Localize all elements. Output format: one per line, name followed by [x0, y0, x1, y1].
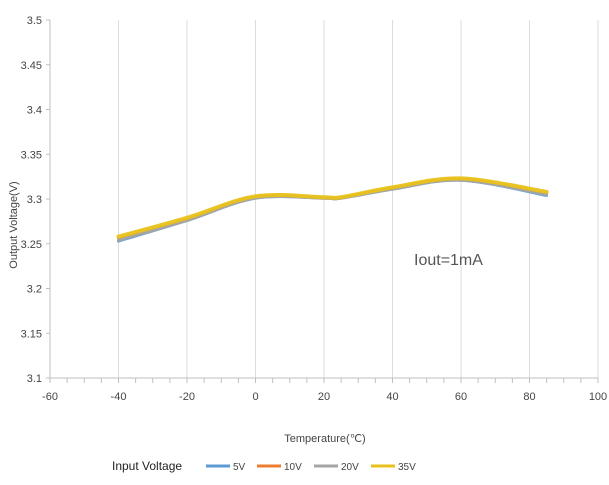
series-line-5V	[117, 178, 549, 243]
y-tick-label: 3.35	[21, 149, 42, 161]
x-tick-label: -20	[179, 391, 195, 403]
legend-label-35V: 35V	[398, 462, 416, 473]
series-lines	[116, 176, 549, 243]
grid	[118, 20, 599, 378]
y-tick-label: 3.15	[21, 328, 42, 340]
legend: 5V 10V 20V 35V	[206, 462, 416, 473]
legend-title: Input Voltage	[112, 459, 182, 473]
x-tick-label: 20	[318, 391, 330, 403]
series-line-35V	[116, 176, 549, 239]
x-axis-title: Temperature(℃)	[284, 433, 365, 445]
y-tick-label: 3.3	[27, 194, 42, 206]
x-tick-labels: -60 -40 -20 0 20 40 60 80 100	[42, 391, 607, 403]
axes	[46, 19, 599, 383]
legend-label-10V: 10V	[284, 462, 302, 473]
y-tick-label: 3.25	[21, 239, 42, 251]
legend-label-20V: 20V	[341, 462, 359, 473]
y-tick-labels: 3.1 3.15 3.2 3.25 3.3 3.35 3.4 3.45 3.5	[21, 15, 42, 385]
x-tick-label: 40	[386, 391, 398, 403]
series-line-10V	[117, 177, 549, 240]
x-tick-label: 100	[589, 391, 607, 403]
y-tick-label: 3.2	[27, 284, 42, 296]
legend-label-5V: 5V	[233, 462, 246, 473]
y-tick-label: 3.5	[27, 15, 42, 27]
x-tick-label: -40	[111, 391, 127, 403]
y-tick-label: 3.1	[27, 373, 42, 385]
y-tick-label: 3.4	[27, 105, 42, 117]
x-tick-label: -60	[42, 391, 58, 403]
x-tick-label: 80	[523, 391, 535, 403]
y-tick-label: 3.45	[21, 60, 42, 72]
y-axis-title: Output Voltage(V)	[8, 181, 20, 268]
annotation-iout: Iout=1mA	[414, 252, 483, 269]
x-tick-label: 60	[455, 391, 467, 403]
x-tick-label: 0	[252, 391, 258, 403]
series-line-20V	[117, 178, 549, 242]
